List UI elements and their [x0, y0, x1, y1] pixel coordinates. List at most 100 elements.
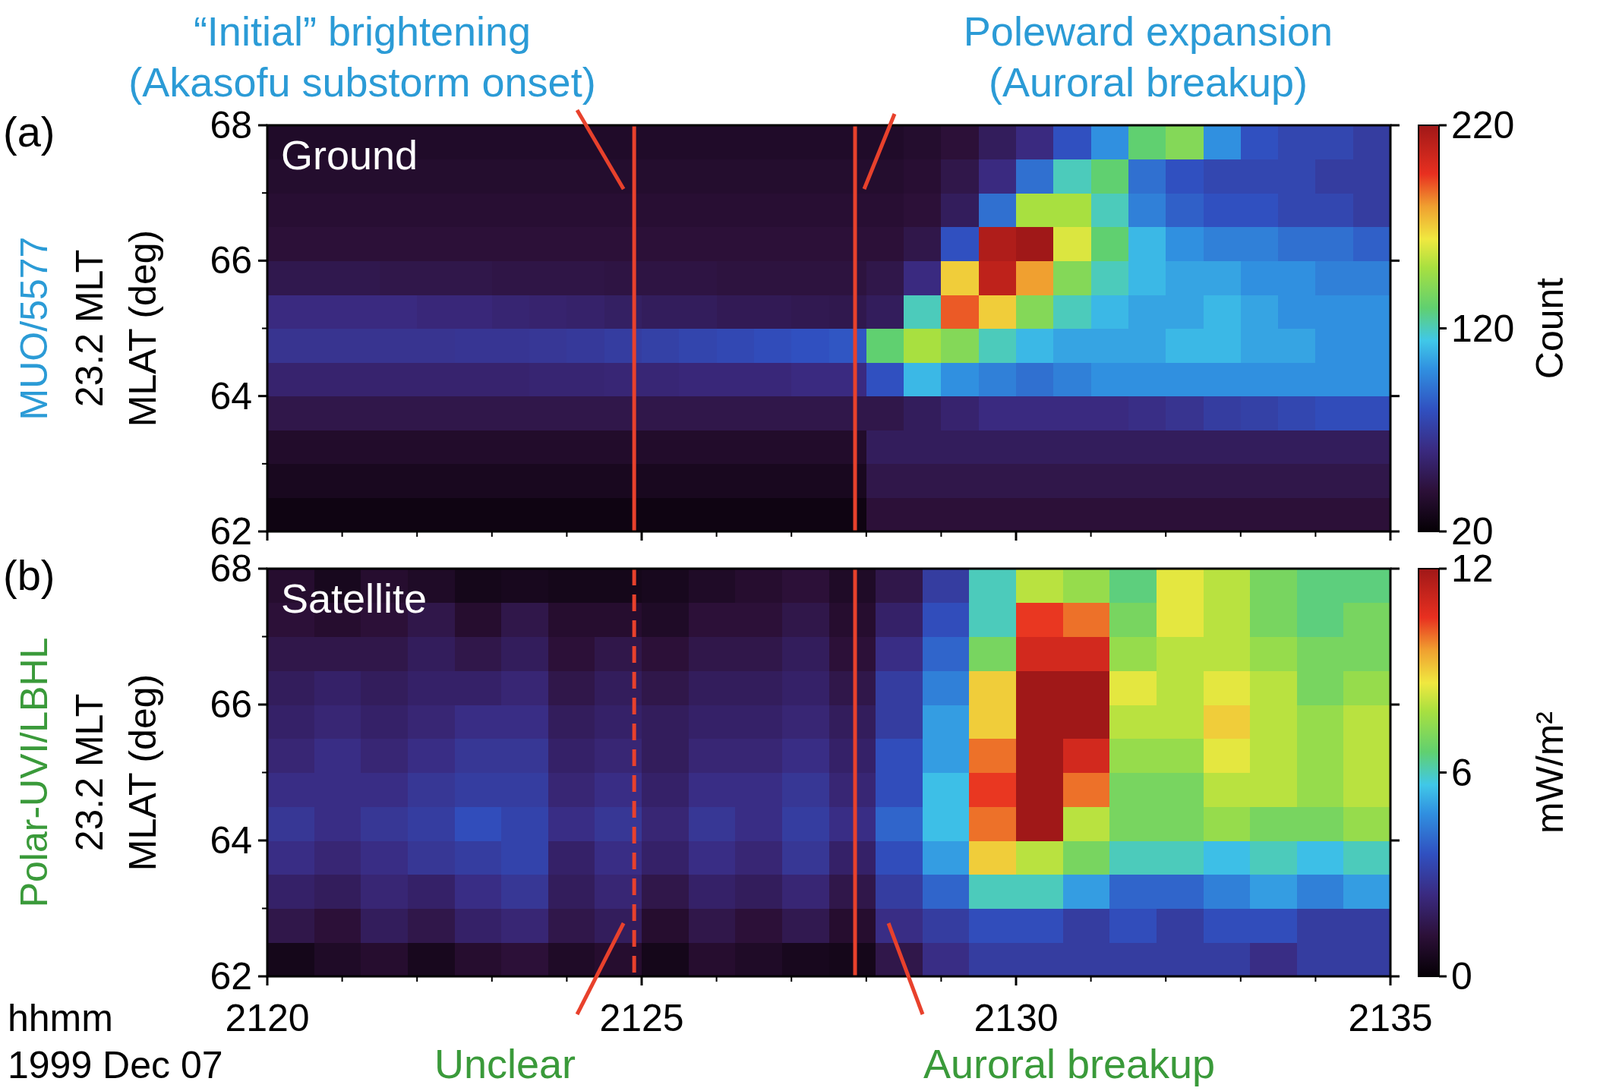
heatmap-cell — [922, 942, 970, 977]
heatmap-cell — [1353, 159, 1391, 194]
heatmap-cell — [641, 942, 689, 977]
heatmap-cell — [267, 908, 315, 944]
heatmap-cell — [1063, 908, 1111, 944]
heatmap-cell — [922, 874, 970, 909]
heatmap-cell — [501, 704, 549, 739]
heatmap-cell — [940, 159, 979, 194]
heatmap-cell — [304, 429, 343, 464]
heatmap-cell — [454, 704, 502, 739]
x-minor-tick — [1240, 976, 1242, 982]
heatmap-cell — [267, 738, 315, 774]
heatmap-cell — [604, 396, 643, 431]
plot-frame — [267, 125, 1391, 532]
heatmap-cell — [604, 227, 643, 262]
heatmap-cell — [1353, 362, 1391, 397]
y-axis-title: 23.2 MLT — [68, 249, 111, 408]
heatmap-cell — [379, 429, 418, 464]
heatmap-cell — [501, 942, 549, 977]
heatmap-cell — [782, 874, 830, 909]
y-tick — [1390, 703, 1400, 707]
heatmap-cell — [1016, 942, 1064, 977]
heatmap-cell — [454, 463, 493, 499]
heatmap-cell — [1128, 497, 1167, 532]
heatmap-cell — [1128, 328, 1167, 363]
heatmap-cell — [903, 429, 942, 464]
heatmap-cell — [1109, 602, 1157, 638]
heatmap-cell — [1278, 362, 1316, 397]
heatmap-cell — [641, 874, 689, 909]
heatmap-cell — [1249, 568, 1298, 603]
heatmap-cell — [940, 396, 979, 431]
heatmap-cell — [829, 602, 877, 638]
heatmap-cell — [829, 806, 877, 841]
y-tick-label: 62 — [209, 510, 253, 553]
heatmap-cell — [866, 396, 905, 431]
heatmap-cell — [875, 840, 923, 875]
colorbar-tick — [1439, 771, 1447, 774]
heatmap-cell — [866, 260, 905, 295]
heatmap-cell — [1016, 908, 1064, 944]
heatmap-cell — [829, 568, 877, 603]
heatmap-cell — [342, 429, 381, 464]
y-axis-title: 23.2 MLT — [68, 694, 111, 853]
heatmap-cell — [922, 908, 970, 944]
heatmap-cell — [492, 463, 531, 499]
heatmap-cell — [492, 429, 531, 464]
heatmap-cell — [1109, 908, 1157, 944]
heatmap-cell — [379, 260, 418, 295]
y-tick-label: 68 — [209, 547, 253, 591]
heatmap-cell — [866, 429, 905, 464]
heatmap-cell — [735, 670, 783, 705]
heatmap-cell — [791, 396, 830, 431]
heatmap-cell — [566, 429, 605, 464]
heatmap-cell — [1016, 260, 1055, 295]
heatmap-cell — [454, 260, 493, 295]
x-tick — [1389, 976, 1392, 986]
heatmap-cell — [548, 806, 596, 841]
heatmap-cell — [501, 738, 549, 774]
heatmap-cell — [314, 704, 362, 739]
heatmap-cell — [1249, 602, 1298, 638]
heatmap-cell — [1249, 637, 1298, 672]
heatmap-cell — [922, 806, 970, 841]
heatmap-cell — [267, 840, 315, 875]
heatmap-cell — [1203, 773, 1251, 808]
heatmap-cell — [492, 328, 531, 363]
heatmap-cell — [968, 704, 1017, 739]
heatmap-cell — [866, 125, 905, 160]
heatmap-cell — [379, 192, 418, 228]
heatmap-cell — [548, 874, 596, 909]
heatmap-cell — [940, 362, 979, 397]
x-tick-label: 2125 — [599, 997, 684, 1040]
heatmap-cell — [267, 874, 315, 909]
heatmap-cell — [1063, 840, 1111, 875]
heatmap-cell — [1063, 806, 1111, 841]
event-line — [632, 568, 637, 977]
annotation-text: Auroral breakup — [923, 1041, 1215, 1087]
heatmap-cell — [416, 192, 455, 228]
heatmap-cell — [454, 806, 502, 841]
heatmap-cell — [978, 396, 1017, 431]
heatmap-cell — [1343, 874, 1391, 909]
x-minor-tick — [491, 531, 493, 537]
heatmap-cell — [829, 738, 877, 774]
heatmap-cell — [267, 362, 306, 397]
heatmap-cell — [566, 125, 605, 160]
heatmap-cell — [1156, 773, 1204, 808]
heatmap-cell — [529, 227, 568, 262]
heatmap-cell — [735, 738, 783, 774]
heatmap-cell — [267, 294, 306, 329]
heatmap-cell — [416, 497, 455, 532]
y-tick-label: 64 — [209, 375, 253, 418]
heatmap-cell — [1343, 773, 1391, 808]
heatmap-cell — [1297, 773, 1345, 808]
heatmap-cell — [754, 159, 793, 194]
heatmap-cell — [267, 260, 306, 295]
heatmap-cell — [791, 227, 830, 262]
heatmap-cell — [1091, 125, 1130, 160]
heatmap-cell — [903, 125, 942, 160]
heatmap-cell — [548, 704, 596, 739]
x-minor-tick — [865, 976, 868, 982]
heatmap-cell — [829, 704, 877, 739]
x-minor-tick — [341, 531, 344, 537]
